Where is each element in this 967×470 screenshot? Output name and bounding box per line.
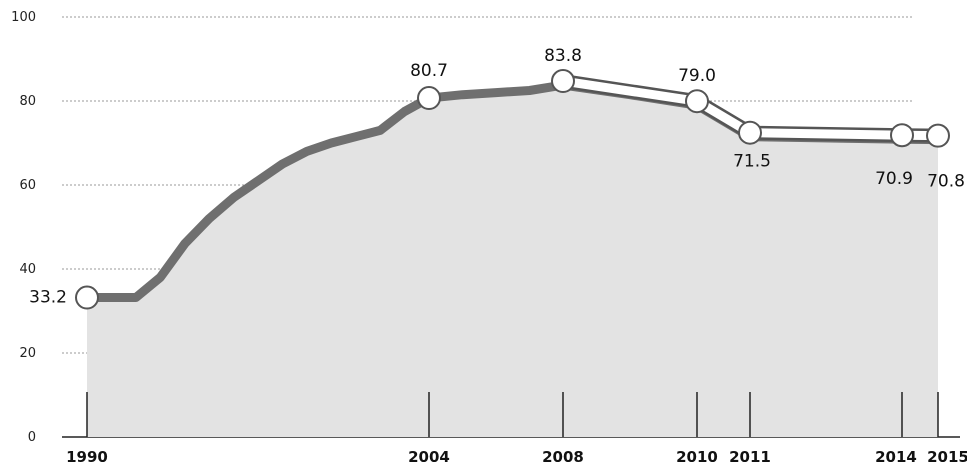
y-tick-label: 80: [19, 94, 36, 109]
x-tick-label: 2004: [408, 448, 450, 466]
y-tick-label: 100: [11, 10, 36, 25]
data-point-marker: [551, 69, 575, 94]
data-point-marker: [685, 89, 709, 114]
data-point-marker: [926, 123, 950, 148]
data-point-marker: [738, 120, 762, 145]
area-fill: [87, 85, 938, 437]
data-point-marker: [890, 123, 914, 148]
y-axis-labels: 0 20 40 60 80 100: [11, 10, 36, 445]
data-label: 83.8: [544, 46, 582, 66]
data-labels-layer: 33.2 80.7 83.8 79.0 71.5 70.9 70.8: [29, 46, 965, 308]
x-tick-label: 2014: [875, 448, 917, 466]
x-tick-label: 2011: [729, 448, 771, 466]
y-tick-label: 0: [28, 430, 36, 445]
markers-layer: [75, 69, 950, 310]
area-fill-layer: [87, 85, 938, 437]
data-label: 70.8: [927, 172, 965, 192]
x-axis-labels: 1990 2004 2008 2010 2011 2014 2015: [66, 448, 967, 466]
data-label: 70.9: [875, 169, 913, 189]
y-tick-label: 40: [19, 262, 36, 277]
x-tick-label: 2010: [676, 448, 718, 466]
data-label: 33.2: [29, 288, 67, 308]
data-point-marker: [75, 285, 99, 310]
x-tick-label: 1990: [66, 448, 108, 466]
x-tick-label: 2008: [542, 448, 584, 466]
data-label: 71.5: [733, 152, 771, 172]
y-tick-label: 20: [19, 346, 36, 361]
data-label: 79.0: [678, 66, 716, 86]
x-axis-ticks: [86, 392, 939, 437]
y-tick-label: 60: [19, 178, 36, 193]
data-point-marker: [417, 86, 441, 111]
x-tick-label: 2015: [927, 448, 967, 466]
data-label: 80.7: [410, 61, 448, 81]
